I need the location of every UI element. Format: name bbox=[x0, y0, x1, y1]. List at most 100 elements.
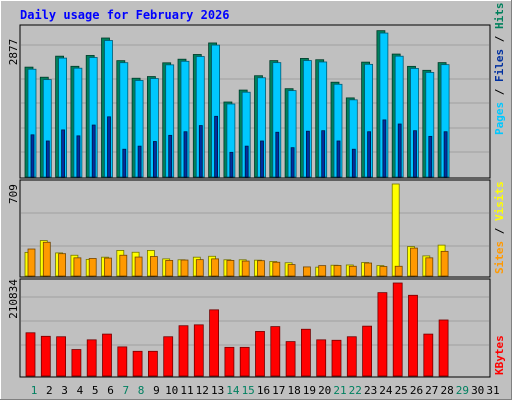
bar-sites-day-5 bbox=[88, 258, 97, 277]
legend-sites: Sites bbox=[493, 241, 506, 274]
bar-pages-day-23 bbox=[367, 131, 372, 178]
bar-sites-day-18 bbox=[287, 264, 296, 277]
x-axis-label-day-22: 22 bbox=[349, 384, 362, 397]
legend-hits: Hits bbox=[493, 3, 506, 30]
bar-kbytes-day-5 bbox=[86, 339, 97, 377]
bar-pages-day-22 bbox=[351, 148, 356, 178]
bar-kbytes-day-15 bbox=[239, 346, 250, 377]
svg-text:KBytes: KBytes bbox=[493, 335, 506, 375]
x-axis-label-day-1: 1 bbox=[31, 384, 38, 397]
x-axis-label-day-17: 17 bbox=[272, 384, 285, 397]
bar-kbytes-day-7 bbox=[117, 346, 128, 377]
bars-layer bbox=[24, 30, 450, 377]
bar-kbytes-day-21 bbox=[331, 339, 342, 377]
bar-pages-day-24 bbox=[382, 119, 387, 178]
bar-kbytes-day-13 bbox=[209, 309, 220, 377]
x-axis-label-day-13: 13 bbox=[211, 384, 224, 397]
x-axis-labels: 1 2 3 4 5 6 7 8 9 10 11 12 13 14 15 16 17 18 19 20 21 22 23 24 2… bbox=[31, 384, 500, 397]
bar-kbytes-day-16 bbox=[255, 331, 265, 377]
bar-kbytes-day-1 bbox=[25, 332, 36, 377]
bar-kbytes-day-2 bbox=[40, 335, 51, 377]
kbytes-legend: KBytes bbox=[493, 335, 506, 375]
visits-legend: Sites / Visits bbox=[493, 181, 506, 274]
bar-pages-day-18 bbox=[290, 147, 295, 178]
bar-sites-day-23 bbox=[364, 262, 373, 277]
bar-kbytes-day-6 bbox=[102, 333, 112, 377]
bar-pages-day-2 bbox=[45, 140, 50, 178]
bar-pages-day-8 bbox=[137, 145, 142, 178]
bar-pages-day-15 bbox=[244, 145, 249, 178]
x-axis-label-day-6: 6 bbox=[107, 384, 114, 397]
bar-pages-day-27 bbox=[428, 135, 433, 178]
x-axis-label-day-26: 26 bbox=[410, 384, 423, 397]
bar-kbytes-day-11 bbox=[178, 325, 189, 377]
kbytes-panel-ymax-label: 210834 bbox=[7, 279, 20, 319]
x-axis-label-day-19: 19 bbox=[303, 384, 316, 397]
x-axis-label-day-23: 23 bbox=[364, 384, 377, 397]
x-axis-label-day-4: 4 bbox=[77, 384, 84, 397]
bar-pages-day-13 bbox=[214, 115, 219, 178]
bar-kbytes-day-12 bbox=[193, 324, 204, 377]
bar-sites-day-15 bbox=[241, 260, 250, 277]
x-axis-label-day-2: 2 bbox=[46, 384, 53, 397]
visits-panel-ymax-label: 709 bbox=[7, 184, 20, 204]
bar-kbytes-day-17 bbox=[270, 326, 281, 377]
x-axis-label-day-8: 8 bbox=[138, 384, 145, 397]
bar-kbytes-day-8 bbox=[132, 350, 143, 377]
bar-sites-day-13 bbox=[211, 258, 220, 277]
x-axis-label-day-21: 21 bbox=[333, 384, 346, 397]
x-axis-label-day-31: 31 bbox=[486, 384, 499, 397]
bar-sites-day-22 bbox=[348, 265, 357, 277]
bar-pages-day-4 bbox=[76, 135, 81, 178]
bar-sites-day-3 bbox=[58, 253, 66, 277]
hits-panel-ymax-label: 2877 bbox=[7, 39, 20, 66]
legend-separator: / bbox=[493, 221, 506, 241]
bar-kbytes-day-14 bbox=[224, 346, 235, 377]
x-axis-label-day-15: 15 bbox=[242, 384, 255, 397]
bar-pages-day-9 bbox=[152, 141, 157, 178]
legend-separator: / bbox=[493, 29, 506, 49]
bar-sites-day-4 bbox=[73, 257, 82, 277]
bar-kbytes-day-4 bbox=[71, 349, 82, 377]
bar-pages-day-21 bbox=[336, 140, 341, 178]
legend-files: Files bbox=[493, 49, 506, 82]
bar-pages-day-19 bbox=[305, 130, 310, 178]
bar-sites-day-6 bbox=[104, 257, 112, 277]
bar-pages-day-17 bbox=[275, 131, 280, 178]
bar-sites-day-12 bbox=[195, 259, 204, 277]
bar-kbytes-day-22 bbox=[346, 336, 357, 377]
x-axis-label-day-16: 16 bbox=[257, 384, 270, 397]
x-axis-label-day-29: 29 bbox=[456, 384, 469, 397]
bar-kbytes-day-19 bbox=[300, 328, 311, 377]
x-axis-label-day-10: 10 bbox=[165, 384, 178, 397]
bar-sites-day-16 bbox=[257, 260, 265, 277]
bar-sites-day-9 bbox=[149, 256, 158, 277]
bar-sites-day-19 bbox=[302, 266, 311, 277]
svg-text:Pages / Files / Hits: Pages / Files / Hits bbox=[493, 3, 506, 136]
bar-kbytes-day-3 bbox=[56, 336, 66, 377]
bar-pages-day-28 bbox=[443, 131, 448, 178]
x-axis-label-day-27: 27 bbox=[425, 384, 438, 397]
bar-pages-day-1 bbox=[30, 134, 35, 178]
bar-sites-day-28 bbox=[440, 250, 449, 277]
bar-kbytes-day-23 bbox=[362, 325, 373, 377]
svg-text:Sites / Visits: Sites / Visits bbox=[493, 181, 506, 274]
x-axis-label-day-28: 28 bbox=[440, 384, 453, 397]
bar-sites-day-14 bbox=[226, 260, 235, 277]
legend-separator: / bbox=[493, 82, 506, 102]
bar-kbytes-day-27 bbox=[423, 333, 434, 377]
bar-pages-day-6 bbox=[107, 116, 111, 178]
bar-kbytes-day-10 bbox=[163, 336, 174, 377]
bar-sites-day-11 bbox=[180, 259, 189, 277]
bar-sites-day-2 bbox=[42, 241, 51, 277]
bar-pages-day-10 bbox=[168, 134, 173, 178]
x-axis-label-day-14: 14 bbox=[226, 384, 240, 397]
bar-sites-day-17 bbox=[272, 261, 281, 277]
bar-sites-day-26 bbox=[410, 247, 418, 277]
bar-kbytes-day-9 bbox=[147, 350, 158, 377]
bar-kbytes-day-24 bbox=[377, 292, 388, 377]
bar-pages-day-26 bbox=[413, 130, 417, 178]
bar-sites-day-20 bbox=[318, 265, 327, 277]
